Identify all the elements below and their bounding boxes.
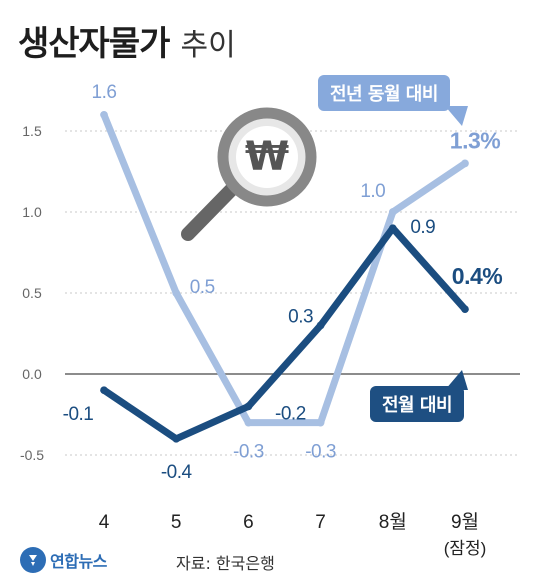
data-label: -0.1 (63, 404, 94, 425)
legend-pointers (445, 106, 468, 390)
y-axis-ticks: 1.5 1.0 0.5 0.0 -0.5 (20, 123, 44, 463)
y-tick-label: 1.0 (22, 204, 42, 220)
data-point (388, 208, 397, 216)
x-tick-note: (잠정) (444, 539, 487, 558)
data-point (100, 386, 108, 395)
data-label: 0.5 (190, 277, 215, 298)
series-line-segment (389, 159, 469, 216)
series-line-segment (317, 224, 397, 329)
title-main: 생산자물가 (18, 24, 170, 64)
yonhap-logo-icon (20, 547, 46, 573)
data-point (461, 159, 469, 168)
series-line-segment (172, 289, 252, 427)
series-line-segment (389, 224, 469, 313)
logo-text: 연합뉴스 (50, 552, 107, 571)
source-note: 자료: 한국은행 (176, 554, 275, 573)
title-sub: 추이 (180, 28, 236, 63)
data-label: 1.3% (450, 127, 500, 153)
data-point (244, 402, 253, 411)
svg-text:₩: ₩ (245, 134, 289, 180)
series-line-segment (172, 402, 252, 443)
series-mom: -0.1 -0.4 -0.2 0.3 0.9 0.4% (63, 217, 503, 483)
data-point (316, 321, 325, 330)
y-tick-label: 0.5 (22, 285, 42, 301)
data-point (316, 418, 325, 427)
data-label: 1.0 (360, 181, 385, 202)
data-label: 0.9 (410, 217, 435, 238)
series-line-segment (100, 386, 180, 443)
yonhap-logo: 연합뉴스 (20, 547, 107, 573)
x-tick-label: 5 (171, 512, 182, 533)
data-label: -0.3 (233, 442, 264, 463)
y-tick-label: 0.0 (22, 366, 42, 382)
data-label: -0.3 (305, 442, 336, 463)
page-title: 생산자물가 추이 (18, 16, 236, 65)
magnifier-won-icon: ₩ (181, 107, 317, 241)
data-point (100, 110, 108, 119)
data-point (244, 418, 253, 427)
data-label: -0.2 (275, 403, 306, 424)
data-label: 0.4% (452, 263, 502, 289)
data-point (461, 305, 469, 314)
x-tick-label: 6 (243, 512, 254, 533)
data-point (388, 224, 397, 233)
x-tick-label: 8월 (379, 511, 407, 533)
data-label: -0.4 (161, 462, 193, 483)
x-tick-label: 7 (315, 512, 326, 533)
y-tick-label: 1.5 (22, 123, 42, 139)
legend-mom: 전월 대비 (370, 386, 465, 422)
series-line-segment (100, 111, 180, 297)
data-point (172, 434, 181, 443)
data-point (172, 289, 181, 297)
data-label: 0.3 (288, 306, 313, 327)
x-axis-ticks: 4 5 6 7 8월 9월 (잠정) (99, 511, 487, 558)
data-label: 1.6 (92, 82, 117, 103)
series-line-segment (244, 321, 325, 410)
y-tick-label: -0.5 (20, 447, 44, 463)
x-tick-label: 9월 (451, 511, 479, 533)
legend-yoy: 전년 동월 대비 (318, 75, 450, 111)
x-tick-label: 4 (99, 512, 110, 533)
